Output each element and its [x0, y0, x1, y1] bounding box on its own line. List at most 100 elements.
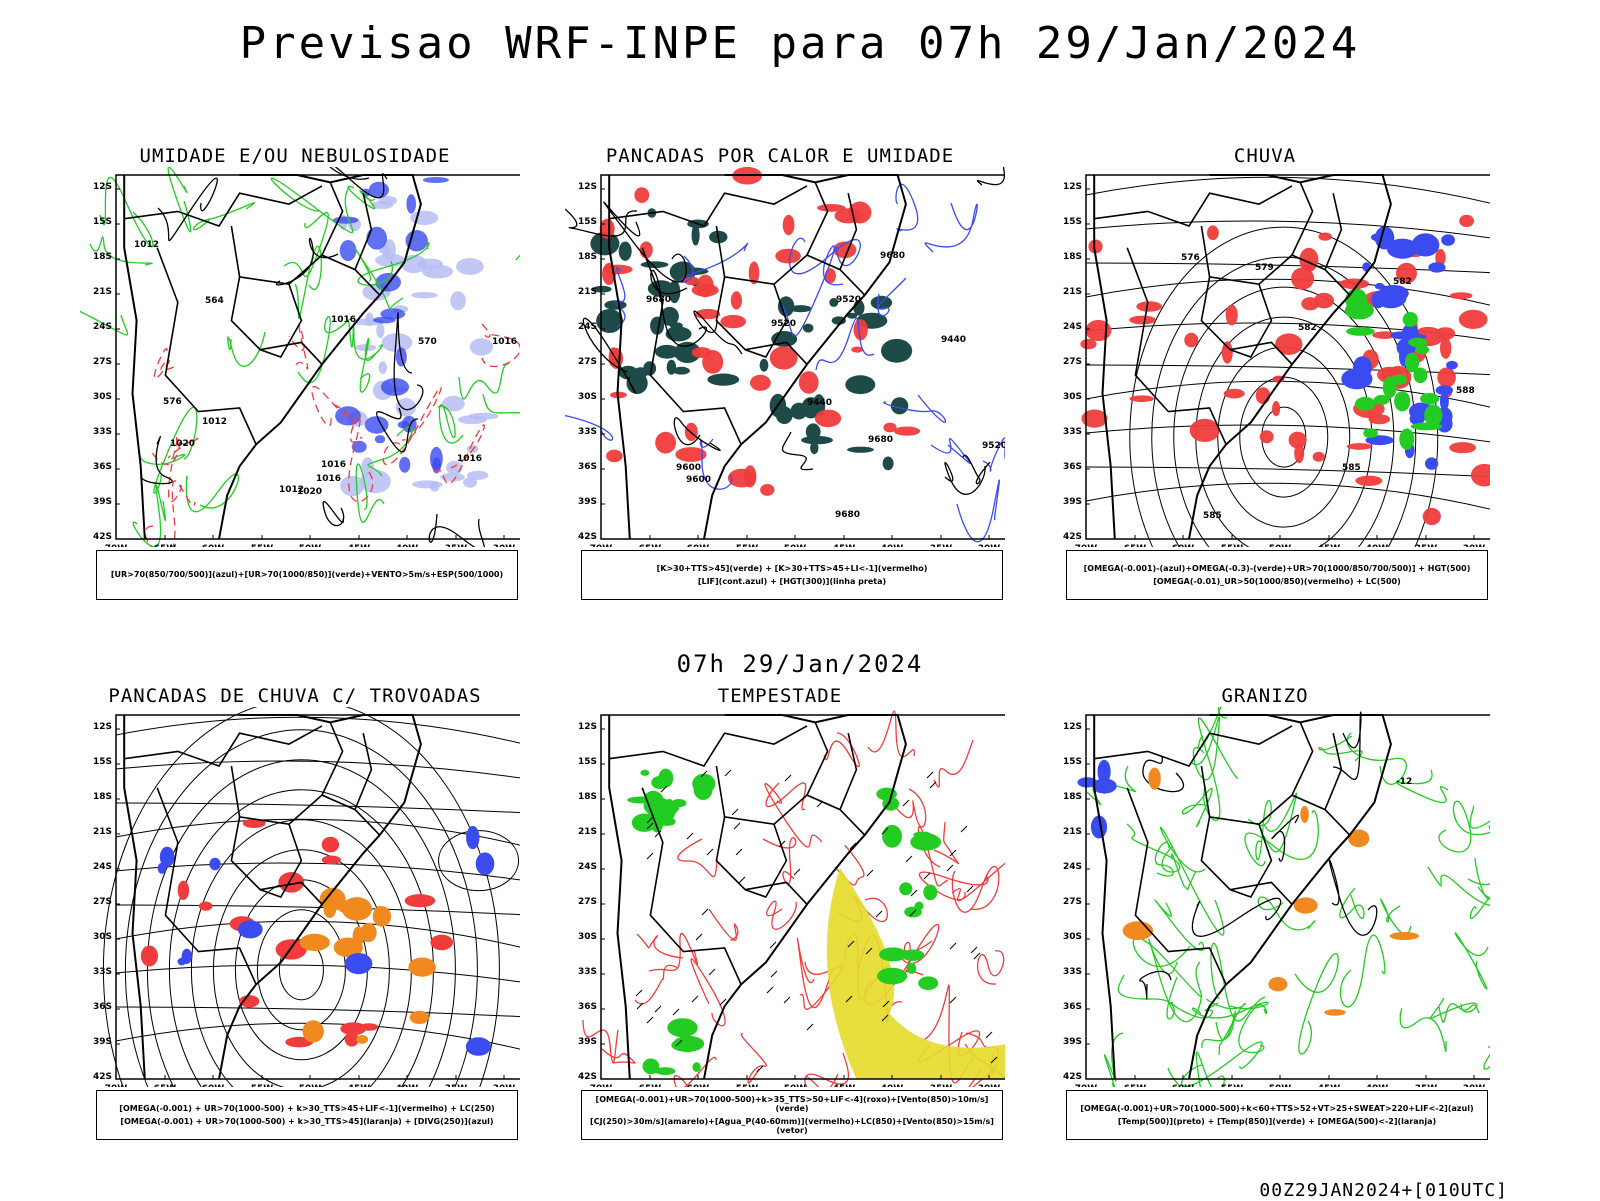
divergence-field-patch — [475, 852, 495, 876]
omega-field-patch — [1439, 392, 1449, 411]
thunder-orange-field-patch — [338, 904, 368, 915]
thickness-contour-line — [288, 325, 309, 370]
lon-label: 35W — [445, 544, 468, 547]
omega-strong-field-patch — [1415, 345, 1430, 355]
wind-vector — [926, 771, 934, 779]
convection-field-patch — [853, 319, 868, 341]
omega500-field — [1122, 767, 1420, 1016]
legend-chuva: [OMEGA(-0.001)-(azul)+OMEGA(-0.3)-(verde… — [1066, 550, 1488, 600]
country-border — [259, 283, 303, 358]
omega-field-patch — [1386, 238, 1418, 259]
convection-field-patch — [824, 268, 836, 284]
temp500-contour-line — [1139, 970, 1172, 1000]
country-border — [321, 181, 344, 256]
country-border — [1094, 185, 1293, 227]
panel-title: PANCADAS DE CHUVA C/ TROVOADAS — [108, 685, 482, 707]
low-humidity-contour-line — [89, 236, 153, 266]
omega500-field-patch — [1389, 932, 1420, 940]
map-tempestade: 12S 15S 18S 21S 24S 27S 30S 33S 36S 39S 42S 70W 65W 6… — [578, 710, 1005, 1087]
thunder-field-patch — [359, 1023, 379, 1031]
precipitable-water-contour-line — [762, 837, 797, 885]
hgt-contour-line — [944, 461, 986, 495]
hgt-contour-line — [582, 317, 636, 394]
temp850-contour-line — [1154, 899, 1205, 952]
streamline-line — [1085, 220, 1490, 239]
wind-vector — [875, 910, 883, 918]
convection-field-patch — [782, 214, 795, 236]
lat-label: 30S — [578, 932, 597, 942]
convection-field-patch — [834, 208, 863, 224]
lat-label: 39S — [93, 497, 112, 507]
map-granizo: -12 12S 15S 18S 21S 24S 27S 30S 33S 36S 39S 42S 70W 6… — [1063, 707, 1490, 1087]
precipitable-water-contour-line — [673, 1056, 717, 1087]
rain-field-patch — [1437, 367, 1456, 388]
wind-vector — [784, 774, 792, 782]
wind-vectors — [635, 769, 998, 1073]
humidity-field-patch — [446, 460, 463, 475]
lat-label: 30S — [1063, 392, 1082, 402]
humidity-field-patch — [411, 292, 438, 299]
hgt-contour-line — [693, 310, 743, 355]
streamline-line — [1151, 256, 1417, 547]
wind-vector — [636, 1002, 644, 1010]
omega-field-patch — [1435, 385, 1453, 396]
precipitable-water-contour-line — [796, 937, 833, 1009]
precipitable-water-contour-line — [951, 866, 1000, 913]
wind-vector — [985, 1031, 993, 1039]
wind-field-patch — [910, 833, 942, 851]
convection-field-patch — [750, 374, 771, 391]
mid-date-label: 07h 29/Jan/2024 — [676, 650, 924, 678]
low-humidity-contour-line — [80, 310, 129, 336]
instability-field-patch — [592, 285, 612, 293]
country-border — [124, 725, 323, 767]
humidity-field-patch — [440, 472, 465, 482]
wind-vector — [695, 933, 703, 941]
humidity-high-field-patch — [397, 421, 410, 429]
lat-label: 21S — [1063, 287, 1082, 297]
humidity-high-field-patch — [430, 446, 443, 471]
country-border — [641, 247, 742, 445]
thunder-orange-field-patch — [302, 1020, 324, 1043]
wind-vector — [701, 908, 709, 916]
wind-vector — [909, 909, 917, 917]
temp850-contour-line — [1159, 826, 1225, 936]
lon-label: 55W — [736, 1084, 759, 1087]
precipitable-water-contour-line — [634, 964, 679, 1005]
instability-field-patch — [829, 297, 839, 307]
instability-field-patch — [890, 397, 909, 415]
thickness-contour-line — [311, 385, 356, 427]
lat-label: 18S — [1063, 252, 1082, 262]
wind-vector — [672, 1008, 680, 1016]
instability-field-patch — [845, 375, 876, 395]
map-frame — [600, 174, 1005, 540]
omega500-field-patch — [1324, 1009, 1346, 1016]
wind-vector — [845, 995, 853, 1003]
lat-label: 33S — [1063, 967, 1082, 977]
legend-line: [OMEGA(-0.001)+UR>70(1000-500)+k>35_TTS>… — [595, 1094, 989, 1113]
omega-field-patch — [1411, 233, 1440, 257]
wind-vector — [973, 952, 981, 960]
wind-vector — [646, 852, 654, 860]
streamline-line — [115, 862, 520, 881]
lon-label: 70W — [105, 1084, 128, 1087]
humidity-field-patch — [370, 201, 394, 209]
instability-field-patch — [707, 373, 740, 386]
lif-contour-line — [565, 414, 614, 441]
rain-field-patch — [1221, 341, 1233, 364]
divergence-field — [157, 825, 495, 1056]
wind-vector — [686, 832, 694, 840]
pressure-contour-line — [140, 436, 173, 485]
hgt-contour-line — [962, 454, 991, 485]
precipitable-water-contour-line — [690, 958, 726, 1027]
temp850-contour-line — [1132, 937, 1203, 998]
jet-stream-field — [826, 867, 1005, 1079]
low-humidity-contour-line — [132, 484, 167, 547]
lon-label: 30W — [493, 1084, 516, 1087]
country-border — [354, 733, 373, 810]
lat-label: 12S — [93, 182, 112, 192]
temp850-contour-line — [1244, 810, 1319, 867]
contour-label: 588 — [1456, 386, 1475, 396]
temp500-contour-line — [1328, 859, 1378, 936]
convection-field-patch — [606, 449, 623, 463]
convection-field-patch — [675, 447, 707, 462]
